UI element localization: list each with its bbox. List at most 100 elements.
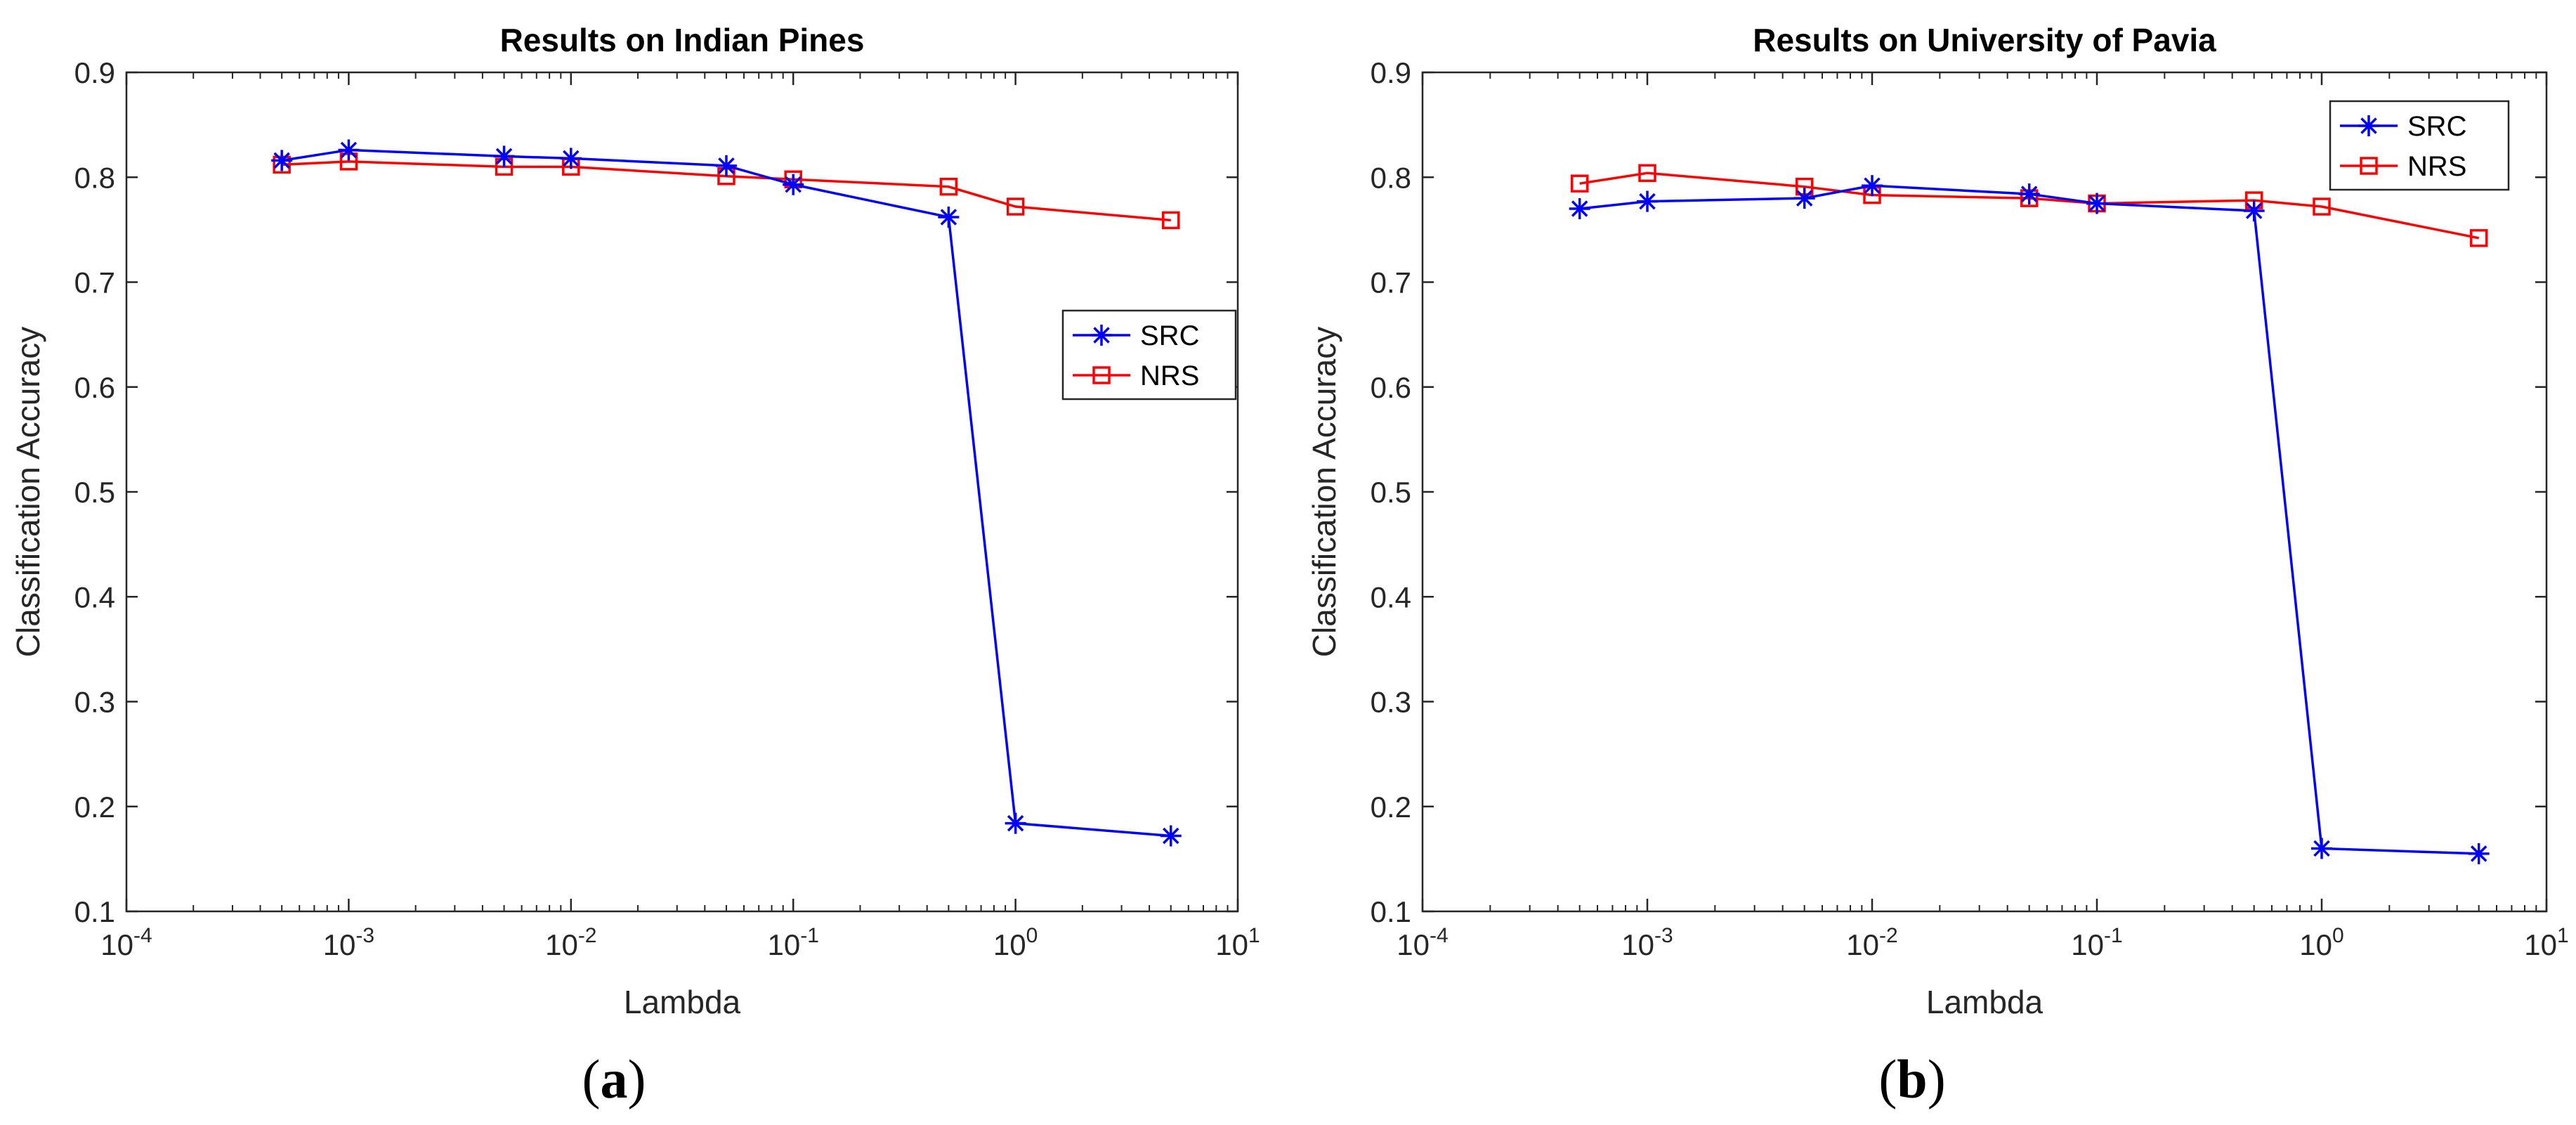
x-tick-base: 10 [1397,928,1430,961]
x-tick-base: 10 [993,928,1026,961]
x-tick-exponent: -4 [133,924,152,947]
src-point [560,148,582,169]
x-tick-exponent: 1 [2557,924,2569,947]
legend: SRC NRS [1061,309,1237,401]
x-tick-base: 10 [545,928,578,961]
y-axis-label: Classification Accuracy [10,327,46,657]
y-tick-label: 0.3 [74,686,115,719]
y-tick-label: 0.2 [74,791,115,824]
chart-a: 0.10.20.30.40.50.60.70.80.910-4 10-3 10-2 1… [10,22,1260,1110]
src-point [338,139,360,161]
src-point [1862,175,1883,197]
x-tick-exponent: -3 [355,924,374,947]
legend-label-src: SRC [1140,320,1199,351]
legend-label-nrs: NRS [1140,360,1199,391]
x-tick-base: 10 [323,928,356,961]
y-tick-label: 0.1 [74,895,115,928]
src-point [938,206,960,228]
y-tick-label: 0.7 [74,266,115,299]
chart-title: Results on Indian Pines [500,22,865,58]
y-axis-label: Classification Accuracy [1306,327,1342,657]
chart-b: 0.10.20.30.40.50.60.70.80.910-4 10-3 10-2 1… [1306,22,2569,1110]
x-tick-base: 10 [100,928,133,961]
src-point [2086,193,2107,214]
x-axis-label: Lambda [1926,984,2044,1020]
legend: SRC NRS [2329,100,2510,191]
x-tick-base: 10 [2299,928,2332,961]
panel-caption: (b) [1878,1048,1945,1110]
y-tick-label: 0.4 [74,580,115,613]
y-tick-label: 0.8 [1371,161,1411,194]
panel-letter: b [1897,1048,1927,1110]
y-tick-label: 0.2 [1371,791,1411,824]
panel-letter: a [601,1048,628,1110]
x-tick-base: 10 [2071,928,2104,961]
legend-label-src: SRC [2407,111,2466,142]
x-tick-base: 10 [1621,928,1654,961]
plot-area [1421,71,2548,913]
panel-caption: (a) [582,1048,646,1110]
legend-label-nrs: NRS [2407,151,2466,182]
y-tick-label: 0.3 [1371,686,1411,719]
x-tick-label: 10-2 [545,924,596,961]
y-tick-label: 0.9 [74,56,115,89]
x-tick-label: 101 [2524,924,2568,961]
y-tick-label: 0.5 [1371,476,1411,509]
chart-title: Results on University of Pavia [1753,22,2216,58]
legend-item-src: SRC [1073,320,1199,351]
src-point [1160,825,1182,847]
x-tick-label: 100 [2299,924,2343,961]
nrs-point [939,177,958,196]
legend-item-nrs: NRS [1073,360,1199,391]
x-tick-exponent: -3 [1654,924,1673,947]
x-axis-label: Lambda [624,984,741,1020]
legend-marker-src [1091,325,1112,346]
nrs-point [1570,174,1589,193]
x-tick-base: 10 [1215,928,1248,961]
legend-box [1061,309,1237,401]
x-tick-label: 100 [993,924,1038,961]
x-tick-exponent: 0 [1026,924,1038,947]
x-tick-exponent: 1 [1248,924,1260,947]
x-tick-exponent: -1 [800,924,819,947]
src-point [715,155,737,176]
src-point [271,150,293,171]
y-tick-label: 0.6 [1371,371,1411,404]
x-tick-label: 10-3 [1621,924,1673,961]
x-tick-exponent: 0 [2332,924,2344,947]
src-point [2468,843,2490,864]
x-tick-label: 10-1 [767,924,818,961]
legend-marker-nrs [2360,157,2378,175]
y-tick-label: 0.1 [1371,895,1411,928]
src-point [2311,838,2332,859]
x-tick-exponent: -4 [1430,924,1449,947]
x-tick-label: 10-2 [1846,924,1897,961]
y-tick-label: 0.4 [1371,580,1411,613]
src-point [493,145,515,167]
x-tick-exponent: -2 [578,924,597,947]
x-tick-label: 10-4 [100,924,152,961]
x-tick-base: 10 [1846,928,1879,961]
legend-item-src: SRC [2340,111,2466,142]
src-point [1793,188,1815,209]
src-point [1005,812,1026,834]
x-tick-base: 10 [767,928,800,961]
src-point [1569,198,1590,220]
nrs-point [1006,197,1025,216]
nrs-point [1162,211,1180,230]
y-tick-label: 0.9 [1371,56,1411,89]
x-tick-label: 101 [1215,924,1260,961]
src-point [1637,190,1658,212]
legend-item-nrs: NRS [2340,151,2466,182]
x-tick-base: 10 [2524,928,2557,961]
src-point [783,174,804,195]
nrs-point [1638,164,1656,183]
x-tick-label: 10-1 [2071,924,2122,961]
series-src [1569,175,2490,864]
y-tick-label: 0.8 [74,161,115,194]
y-tick-label: 0.6 [74,371,115,404]
plot-area [125,71,1239,913]
series-src [271,139,1182,847]
y-tick-label: 0.7 [1371,266,1411,299]
